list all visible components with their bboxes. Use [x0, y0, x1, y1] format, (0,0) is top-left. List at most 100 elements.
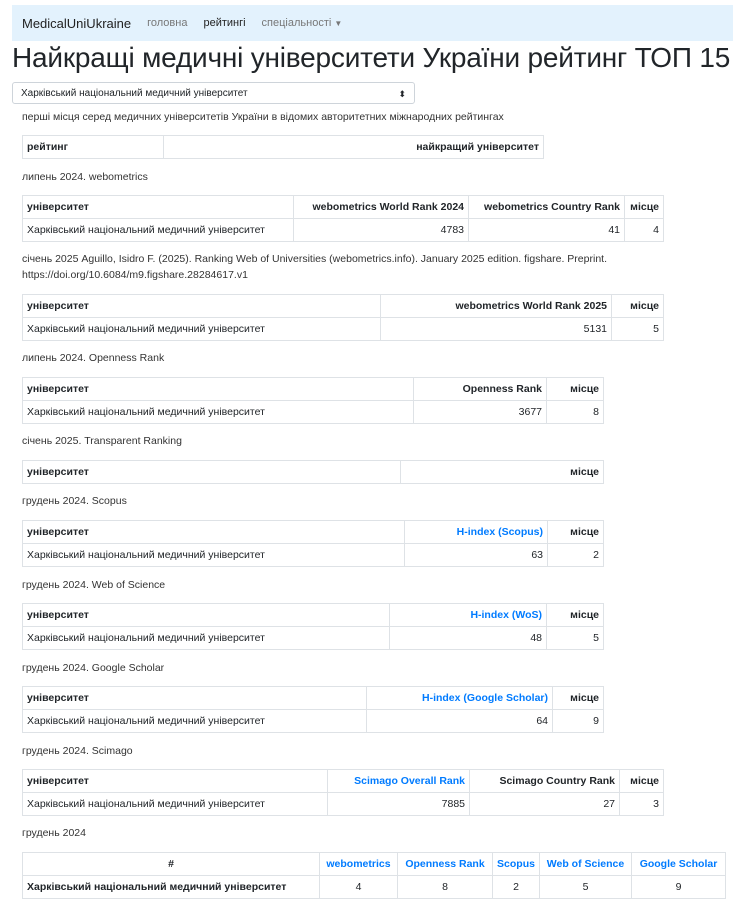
value-cell: 5 — [611, 317, 664, 341]
nav-dropdown-specialties[interactable]: спеціальності ▼ — [262, 17, 343, 29]
section-caption: січень 2025 Aguillo, Isidro F. (2025). R… — [22, 253, 607, 281]
column-header: університет — [22, 195, 294, 219]
value-cell: 2 — [547, 543, 604, 567]
column-header: місце — [546, 603, 604, 627]
value-cell: 48 — [389, 626, 547, 650]
table-row: Харківський національний медичний універ… — [22, 543, 604, 567]
table-row: Харківський національний медичний універ… — [22, 792, 664, 816]
value-cell: 9 — [631, 875, 726, 899]
university-name-cell: Харківський національний медичний універ… — [22, 317, 381, 341]
value-cell: 3677 — [413, 400, 547, 424]
value-cell: 4783 — [293, 218, 469, 242]
table-row: Харківський національний медичний універ… — [22, 317, 664, 341]
column-header: рейтинг — [22, 135, 164, 159]
table-row: Харківський національний медичний універ… — [22, 709, 604, 733]
table-header-row: університет H-index (WoS) місце — [22, 603, 604, 627]
sort-header-link[interactable]: Web of Science — [539, 852, 632, 876]
section-caption: липень 2024. webometrics — [22, 171, 148, 183]
university-name-cell: Харківський національний медичний універ… — [22, 626, 390, 650]
sort-header-link[interactable]: Scopus — [492, 852, 540, 876]
section-caption: липень 2024. Openness Rank — [22, 352, 165, 364]
column-header: університет — [22, 460, 401, 484]
caret-down-icon: ▼ — [334, 19, 343, 28]
nav-link-home[interactable]: головна — [147, 17, 188, 29]
section-caption: грудень 2024. Google Scholar — [22, 662, 165, 674]
table-header-row: рейтинг найкращий університет — [22, 135, 544, 159]
university-name-cell: Харківський національний медичний універ… — [22, 543, 405, 567]
intro-text: перші місця серед медичних університетів… — [22, 111, 504, 123]
table-header-row: університет H-index (Scopus) місце — [22, 520, 604, 544]
university-select[interactable]: Харківський національний медичний універ… — [12, 82, 415, 104]
ranking-table: університет H-index (Google Scholar) місце… — [22, 686, 604, 733]
value-cell: 5 — [546, 626, 604, 650]
ranking-table: рейтинг найкращий університет — [22, 135, 544, 159]
value-cell: 4 — [319, 875, 398, 899]
nav-dropdown-label: спеціальності — [261, 17, 332, 29]
value-cell: 63 — [404, 543, 548, 567]
column-header: місце — [624, 195, 664, 219]
university-name-cell: Харківський національний медичний універ… — [22, 218, 294, 242]
table-header-row: університет місце — [22, 460, 604, 484]
table-header-row: університет webometrics World Rank 2025 мі… — [22, 294, 664, 318]
university-name-cell: Харківський національний медичний універ… — [22, 792, 328, 816]
ranking-table: університет webometrics World Rank 2024 we… — [22, 195, 664, 242]
column-header: університет — [22, 520, 405, 544]
column-header: університет — [22, 603, 390, 627]
value-cell: 4 — [624, 218, 664, 242]
value-cell: 8 — [397, 875, 493, 899]
table-row: Харківський національний медичний універ… — [22, 626, 604, 650]
table-header-row: # webometrics Openness Rank Scopus Web of Sc… — [22, 852, 726, 876]
table-header-row: університет Scimago Overall Rank Scimago C… — [22, 769, 664, 793]
ranking-table: університет місце — [22, 460, 604, 484]
table-header-row: університет Openness Rank місце — [22, 377, 604, 401]
column-header: університет — [22, 769, 328, 793]
column-header: університет — [22, 377, 414, 401]
table-row: Харківський національний медичний універ… — [22, 875, 726, 899]
section-caption: грудень 2024. Scopus — [22, 495, 127, 507]
column-header: webometrics Country Rank — [468, 195, 625, 219]
sort-header-link[interactable]: Openness Rank — [397, 852, 493, 876]
value-cell: 5131 — [380, 317, 612, 341]
column-header: місце — [619, 769, 664, 793]
sort-header-link[interactable]: H-index (WoS) — [389, 603, 547, 627]
select-value: Харківський національний медичний універ… — [21, 88, 248, 99]
value-cell: 8 — [546, 400, 604, 424]
value-cell: 3 — [619, 792, 664, 816]
ranking-table: університет webometrics World Rank 2025 мі… — [22, 294, 664, 341]
column-header: місце — [400, 460, 604, 484]
ranking-table: університет Scimago Overall Rank Scimago C… — [22, 769, 664, 816]
nav-link-ratings[interactable]: рейтингі — [203, 17, 246, 29]
column-header: Scimago Country Rank — [469, 769, 620, 793]
value-cell: 64 — [366, 709, 553, 733]
ranking-table: університет H-index (Scopus) місце Харківсь… — [22, 520, 604, 567]
value-cell: 5 — [539, 875, 632, 899]
column-header: Openness Rank — [413, 377, 547, 401]
table-row: Харківський національний медичний універ… — [22, 218, 664, 242]
ranking-table: # webometrics Openness Rank Scopus Web of Sc… — [22, 852, 726, 899]
navbar: MedicalUniUkraine головна рейтингі спеці… — [12, 5, 733, 41]
ranking-table: університет H-index (WoS) місце Харківський… — [22, 603, 604, 650]
value-cell: 9 — [552, 709, 604, 733]
table-header-row: університет H-index (Google Scholar) місце — [22, 686, 604, 710]
sort-header-link[interactable]: Scimago Overall Rank — [327, 769, 470, 793]
table-row: Харківський національний медичний універ… — [22, 400, 604, 424]
table-header-row: університет webometrics World Rank 2024 we… — [22, 195, 664, 219]
column-header: webometrics World Rank 2024 — [293, 195, 469, 219]
sort-header-link[interactable]: H-index (Scopus) — [404, 520, 548, 544]
column-header: webometrics World Rank 2025 — [380, 294, 612, 318]
column-header: місце — [552, 686, 604, 710]
value-cell: 7885 — [327, 792, 470, 816]
university-name-cell: Харківський національний медичний універ… — [22, 709, 367, 733]
column-header: університет — [22, 294, 381, 318]
value-cell: 2 — [492, 875, 540, 899]
column-header: # — [22, 852, 320, 876]
brand-link[interactable]: MedicalUniUkraine — [22, 15, 132, 31]
value-cell: 27 — [469, 792, 620, 816]
ranking-table: університет Openness Rank місце Харківський… — [22, 377, 604, 424]
sort-header-link[interactable]: webometrics — [319, 852, 398, 876]
sort-header-link[interactable]: Google Scholar — [631, 852, 726, 876]
column-header: місце — [546, 377, 604, 401]
sort-header-link[interactable]: H-index (Google Scholar) — [366, 686, 553, 710]
column-header: найкращий університет — [163, 135, 544, 159]
column-header: місце — [611, 294, 664, 318]
